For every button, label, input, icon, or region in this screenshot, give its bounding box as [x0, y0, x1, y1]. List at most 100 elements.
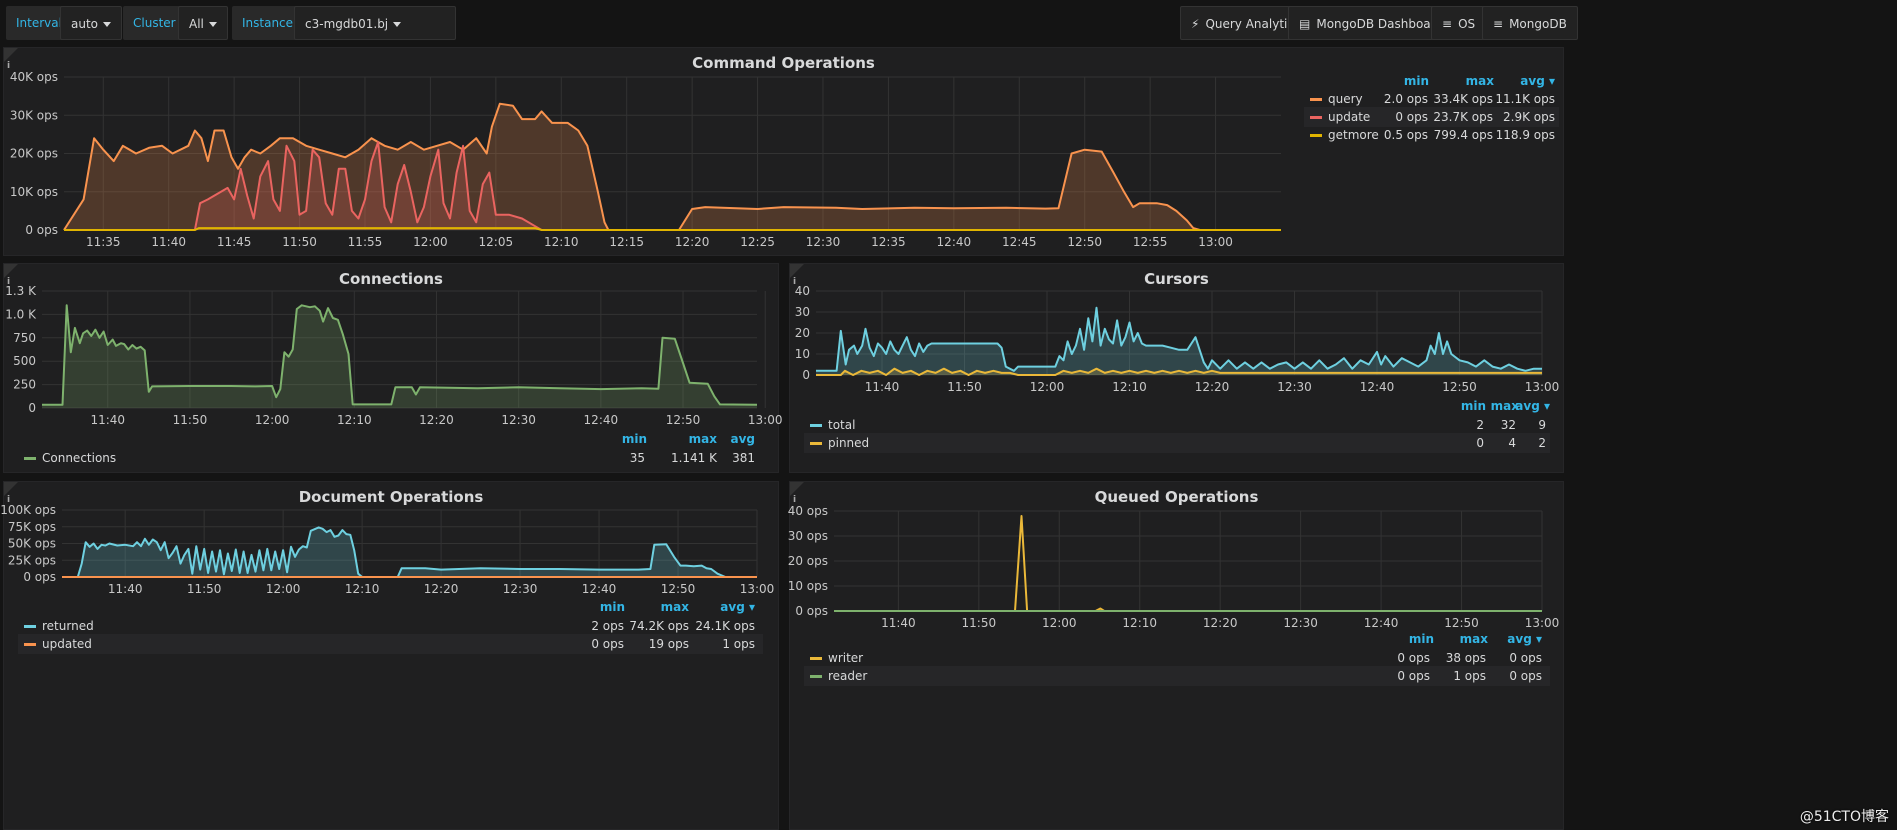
x-tick-label: 12:15	[609, 235, 644, 249]
legend-header-min[interactable]: min	[1460, 399, 1486, 413]
chart-axes: 0 ops 25K ops 50K ops 75K ops 100K ops 11:40 1…	[0, 503, 774, 596]
x-tick-label: 13:00	[1198, 235, 1233, 249]
legend-row-query[interactable]: query 2.0 ops 33.4K ops 11.1K ops	[1304, 89, 1559, 109]
document-icon: ▤	[1299, 17, 1311, 31]
legend-row-getmore[interactable]: getmore 0.5 ops 799.4 ops 118.9 ops	[1304, 125, 1559, 145]
panel-menu-corner[interactable]: i	[4, 482, 18, 505]
legend-header-min[interactable]: min	[621, 432, 647, 446]
legend-header-avg[interactable]: avg	[730, 432, 755, 446]
x-tick-label: 12:10	[337, 413, 372, 427]
y-tick-label: 10 ops	[788, 579, 828, 593]
series-swatch	[1310, 134, 1322, 137]
legend-header-min[interactable]: min	[599, 600, 625, 614]
cluster-value: All	[189, 17, 204, 31]
legend-row-writer[interactable]: writer 0 ops 38 ops 0 ops	[804, 648, 1550, 668]
panel-title: Queued Operations	[1094, 488, 1259, 506]
series-area-returned	[62, 527, 757, 577]
panel-menu-corner[interactable]: i	[4, 264, 18, 287]
bolt-icon: ⚡	[1191, 17, 1200, 31]
x-tick-label: 12:35	[871, 235, 906, 249]
y-tick-label: 250	[13, 378, 36, 392]
mongodb-button[interactable]: ≡ MongoDB	[1482, 6, 1578, 40]
y-tick-label: 0 ops	[23, 570, 56, 584]
legend-header-avg[interactable]: avg ▾	[1507, 632, 1542, 646]
x-tick-label: 11:55	[348, 235, 383, 249]
x-tick-label: 12:00	[255, 413, 290, 427]
panel-menu-corner[interactable]: i	[790, 482, 804, 505]
series-line-query	[63, 102, 1281, 231]
x-tick-label: 13:00	[748, 413, 783, 427]
panel-menu-corner[interactable]: i	[790, 264, 804, 287]
x-tick-label: 12:10	[1112, 380, 1147, 394]
x-tick-label: 11:40	[865, 380, 900, 394]
legend-header-avg[interactable]: avg ▾	[1515, 399, 1550, 413]
instance-value: c3-mgdb01.bj	[305, 17, 389, 31]
y-tick-label: 20	[795, 326, 810, 340]
legend-row-pinned[interactable]: pinned 0 4 2	[804, 433, 1550, 453]
legend-header-max[interactable]: max	[1459, 632, 1488, 646]
cluster-label: Cluster	[123, 6, 186, 40]
legend-row-updated[interactable]: updated 0 ops 19 ops 1 ops	[18, 634, 763, 654]
legend-row-returned[interactable]: returned 2 ops 74.2K ops 24.1K ops	[18, 616, 763, 636]
x-tick-label: 13:00	[740, 582, 775, 596]
y-tick-label: 500	[13, 354, 36, 368]
x-tick-label: 12:45	[1002, 235, 1037, 249]
x-tick-label: 12:40	[582, 582, 617, 596]
x-tick-label: 12:40	[937, 235, 972, 249]
series-line-returned	[62, 526, 757, 578]
chevron-down-icon	[103, 22, 112, 27]
x-tick-label: 12:10	[345, 582, 380, 596]
series-area-total	[816, 307, 1542, 375]
x-tick-label: 12:20	[1203, 616, 1238, 630]
queued-operations-panel: i Queued Operations 0 ops 10 ops 20 ops 30 …	[788, 481, 1564, 830]
panel-title: Document Operations	[298, 488, 484, 506]
panel-title: Connections	[339, 270, 443, 288]
y-tick-label: 40 ops	[788, 504, 828, 518]
legend-header-min[interactable]: min	[1403, 74, 1429, 88]
y-tick-label: 75K ops	[8, 520, 56, 534]
os-button[interactable]: ≡ OS	[1431, 6, 1487, 40]
legend-row-connections[interactable]: Connections 35 1.141 K 381	[18, 448, 763, 468]
instance-select[interactable]: c3-mgdb01.bj	[294, 6, 456, 40]
x-tick-label: 12:00	[266, 582, 301, 596]
legend-header-max[interactable]: max	[1490, 399, 1519, 413]
connections-chart: 0 250 500 750 1.0 K 1.3 K 11:40 11:50 12:00 12:10…	[5, 284, 783, 427]
x-tick-label: 12:30	[806, 235, 841, 249]
series-line-getmore	[64, 227, 1281, 231]
x-tick-label: 11:45	[217, 235, 252, 249]
info-icon: i	[7, 277, 11, 287]
x-tick-label: 12:20	[675, 235, 710, 249]
x-tick-label: 13:00	[1525, 380, 1560, 394]
legend-row-reader[interactable]: reader 0 ops 1 ops 0 ops	[804, 666, 1550, 686]
legend-header-avg[interactable]: avg ▾	[1520, 74, 1555, 88]
legend-header-min[interactable]: min	[1408, 632, 1434, 646]
command-operations-panel: i Command Operations 0 ops 10K ops 20K ops…	[3, 47, 1564, 256]
menu-icon: ≡	[1442, 17, 1453, 31]
series-swatch	[24, 625, 36, 628]
legend-header-max[interactable]: max	[1465, 74, 1494, 88]
series-swatch	[24, 457, 36, 460]
legend-row-update[interactable]: update 0 ops 23.7K ops 2.9K ops	[1304, 107, 1559, 127]
legend-header-max[interactable]: max	[688, 432, 717, 446]
panel-title: Command Operations	[692, 54, 875, 72]
x-tick-label: 12:10	[544, 235, 579, 249]
document-legend: min max avg ▾ returned 2 ops 74.2K ops 2…	[18, 600, 763, 660]
x-tick-label: 11:50	[282, 235, 317, 249]
info-icon: i	[7, 61, 11, 71]
x-tick-label: 12:05	[479, 235, 514, 249]
legend-header-avg[interactable]: avg ▾	[720, 600, 755, 614]
cluster-select[interactable]: All	[178, 6, 228, 40]
interval-select[interactable]: auto	[60, 6, 123, 40]
watermark: @51CTO博客	[1799, 809, 1889, 825]
panel-menu-corner[interactable]: i	[4, 48, 18, 71]
legend-row-total[interactable]: total 2 32 9	[804, 415, 1550, 435]
y-tick-label: 20 ops	[788, 554, 828, 568]
y-tick-label: 750	[13, 331, 36, 345]
series-line-connections	[42, 304, 758, 406]
menu-icon: ≡	[1493, 17, 1504, 31]
legend-header-max[interactable]: max	[660, 600, 689, 614]
x-tick-label: 12:20	[419, 413, 454, 427]
query-analytics-button[interactable]: ⚡ Query Analytics	[1180, 6, 1312, 40]
series-swatch	[810, 442, 822, 445]
x-tick-label: 11:40	[881, 616, 916, 630]
